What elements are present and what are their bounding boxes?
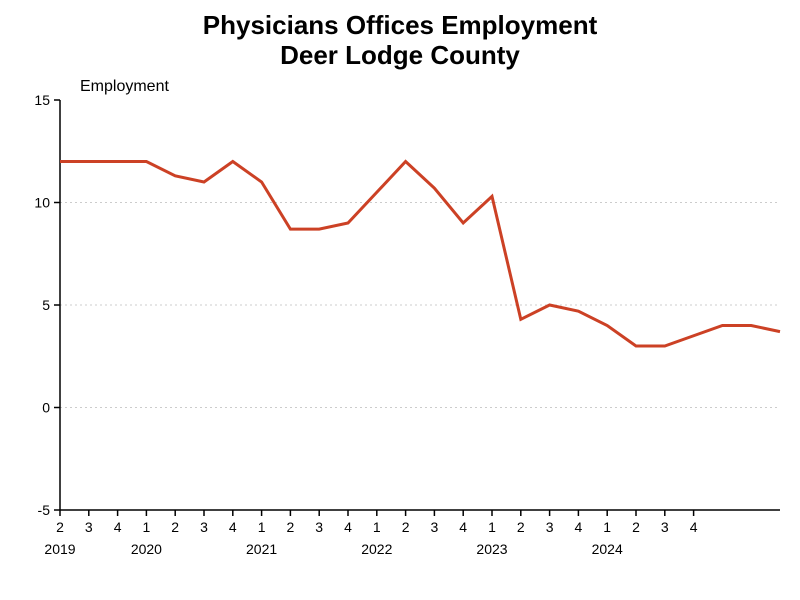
x-quarter-label: 4	[229, 519, 237, 535]
x-quarter-label: 2	[171, 519, 179, 535]
chart-svg: -5 0 5 10 15 2 3 4 1 2 3 4 1 2 3 4 1 2 3 4 1 2 3 4 1 2 3 4 2019 2020 2…	[0, 0, 800, 600]
x-quarter-label: 1	[258, 519, 266, 535]
x-quarter-label: 1	[373, 519, 381, 535]
x-quarter-label: 4	[114, 519, 122, 535]
x-quarter-label: 3	[315, 519, 323, 535]
x-year-label: 2019	[44, 541, 75, 557]
x-quarter-label: 2	[287, 519, 295, 535]
data-line	[60, 162, 780, 347]
x-quarter-label: 3	[200, 519, 208, 535]
x-quarter-label: 4	[575, 519, 583, 535]
x-quarter-label: 1	[143, 519, 151, 535]
x-year-label: 2022	[361, 541, 392, 557]
y-tick-label: -5	[38, 502, 51, 518]
x-quarter-label: 2	[517, 519, 525, 535]
x-quarter-label: 4	[690, 519, 698, 535]
chart-container: Physicians Offices Employment Deer Lodge…	[0, 0, 800, 600]
x-quarter-label: 3	[546, 519, 554, 535]
x-quarter-label: 2	[56, 519, 64, 535]
y-tick-label: 10	[34, 195, 50, 211]
x-year-label: 2021	[246, 541, 277, 557]
x-year-label: 2020	[131, 541, 162, 557]
x-quarter-label: 3	[431, 519, 439, 535]
x-quarter-label: 1	[488, 519, 496, 535]
x-quarter-label: 1	[603, 519, 611, 535]
y-tick-label: 5	[42, 297, 50, 313]
x-quarter-label: 4	[459, 519, 467, 535]
x-year-label: 2024	[592, 541, 623, 557]
x-quarter-label: 4	[344, 519, 352, 535]
x-quarter-label: 2	[632, 519, 640, 535]
y-tick-label: 15	[34, 92, 50, 108]
y-tick-label: 0	[42, 400, 50, 416]
x-year-label: 2023	[476, 541, 507, 557]
x-quarter-label: 2	[402, 519, 410, 535]
x-quarter-label: 3	[661, 519, 669, 535]
x-quarter-label: 3	[85, 519, 93, 535]
